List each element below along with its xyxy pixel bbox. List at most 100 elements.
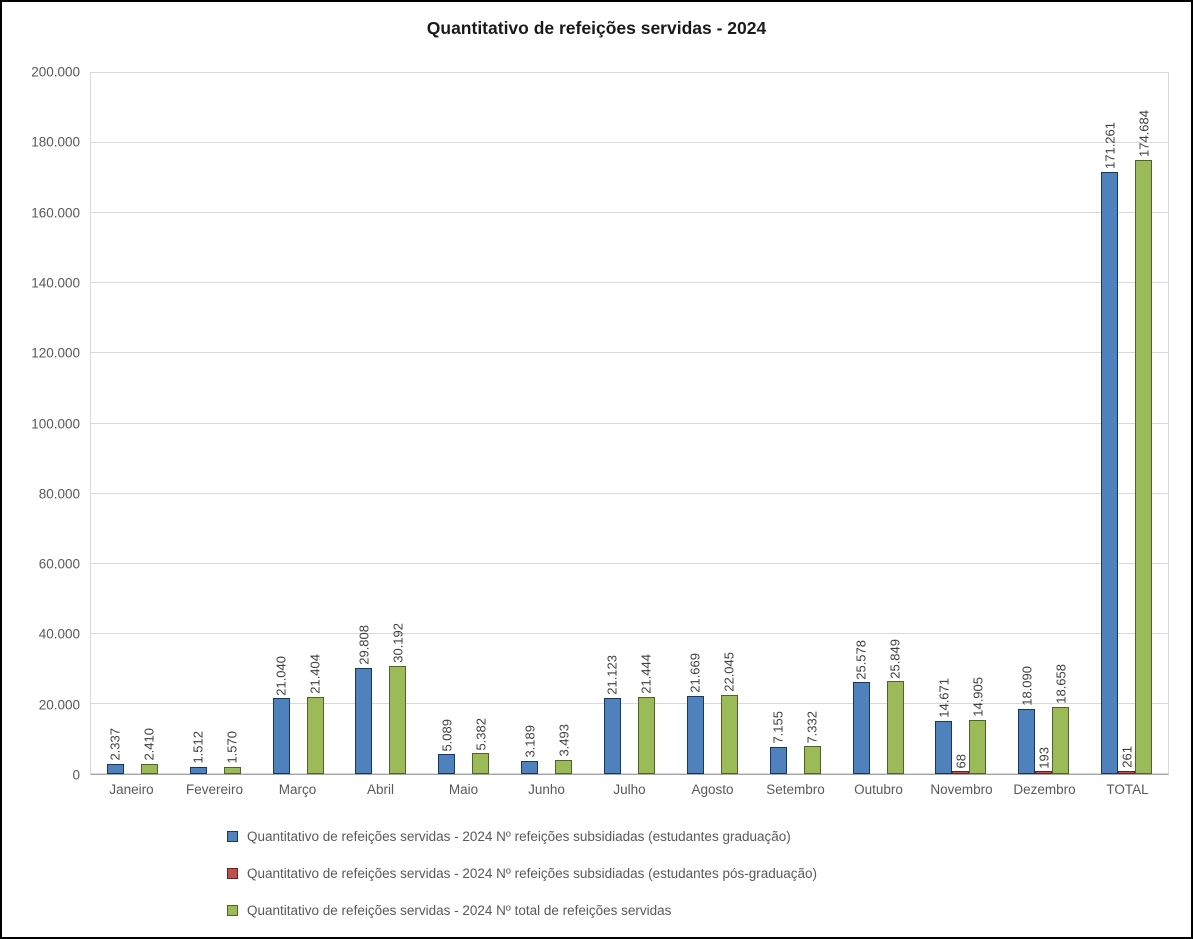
gridline: [91, 282, 1168, 284]
x-axis-label: TOTAL: [1106, 782, 1149, 797]
x-axis: Janeiro Fevereiro Março Abril Maio Junho Julho…: [90, 782, 1169, 804]
bar-total: [969, 719, 987, 774]
legend-swatch: [227, 868, 238, 879]
bar-slot: 171.261: [1101, 73, 1119, 774]
legend-item: Quantitativo de refeições servidas - 202…: [227, 902, 1191, 919]
bar-slot: 1.512: [189, 73, 207, 774]
x-axis-label: Junho: [528, 782, 565, 797]
bar-slot: 22.045: [720, 73, 738, 774]
bar-total: [555, 759, 573, 774]
y-axis: 0 20.000 40.000 60.000 80.000 100.000 120.000 1…: [10, 65, 90, 783]
bar-slot: 18.658: [1052, 73, 1070, 774]
bar-value-label: 5.382: [473, 717, 489, 751]
bar-slot: [870, 73, 887, 774]
bar-slot: 193: [1035, 73, 1053, 774]
bar-total: [637, 696, 655, 774]
y-axis-label: 40.000: [38, 626, 80, 642]
bar-slot: 2.410: [140, 73, 158, 774]
category-group: 14.671 68 14.905: [919, 73, 1002, 774]
bar-slot: 1.570: [223, 73, 241, 774]
bar-value-label: 22.045: [721, 651, 737, 692]
bar-slot: 174.684: [1135, 73, 1153, 774]
category-group: 2.337 2.410: [91, 73, 174, 774]
bar-slot: 14.671: [935, 73, 953, 774]
x-axis-label: Março: [278, 782, 317, 797]
bar-slot: 68: [952, 73, 970, 774]
bar-slot: 5.382: [472, 73, 490, 774]
bar-value-label: 5.089: [439, 718, 455, 752]
bar-slot: [621, 73, 638, 774]
bar-total: [389, 666, 407, 774]
bar-graduacao: [438, 754, 456, 774]
category-group: 171.261 261 174.684: [1085, 73, 1168, 774]
y-axis-label: 180.000: [31, 134, 80, 150]
bar-value-label: 14.671: [936, 677, 952, 718]
bar-slot: [207, 73, 224, 774]
category-group: 21.123 21.444: [588, 73, 671, 774]
legend-swatch: [227, 905, 238, 916]
category-group: 5.089 5.382: [422, 73, 505, 774]
bar-value-label: 193: [1036, 746, 1052, 769]
y-axis-label: 160.000: [31, 205, 80, 221]
bar-total: [803, 746, 821, 774]
bar-slot: 7.332: [803, 73, 821, 774]
bar-value-label: 25.849: [887, 638, 903, 679]
bar-value-label: 2.337: [107, 728, 123, 761]
x-axis-label: Fevereiro: [185, 782, 244, 797]
bar-graduacao: [769, 746, 787, 774]
bar-pos-graduacao: [1118, 771, 1136, 774]
category-group: 1.512 1.570: [174, 73, 257, 774]
bar-total: [223, 766, 241, 774]
bar-slot: [787, 73, 804, 774]
legend-label: Quantitativo de refeições servidas - 202…: [247, 829, 791, 844]
bar-value-label: 29.808: [356, 624, 372, 665]
bar-slot: [290, 73, 307, 774]
bar-value-label: 18.658: [1053, 663, 1069, 704]
bar-slot: 7.155: [769, 73, 787, 774]
bar-graduacao: [106, 763, 124, 774]
gridline: [91, 702, 1168, 704]
bar-slot: [704, 73, 721, 774]
bar-total: [886, 681, 904, 774]
y-axis-label: 60.000: [38, 556, 80, 572]
bar-slot: [538, 73, 555, 774]
category-group: 3.189 3.493: [505, 73, 588, 774]
bar-total: [720, 694, 738, 774]
bar-value-label: 25.578: [853, 639, 869, 680]
x-axis-label: Setembro: [766, 782, 825, 797]
bar-value-label: 68: [953, 754, 969, 769]
bar-value-label: 3.189: [522, 725, 538, 758]
bar-value-label: 3.493: [556, 724, 572, 757]
bar-value-label: 30.192: [390, 623, 406, 664]
y-axis-label: 200.000: [31, 64, 80, 80]
bar-value-label: 14.905: [970, 677, 986, 717]
bar-value-label: 21.404: [307, 654, 323, 694]
bar-total: [472, 753, 490, 774]
bar-slot: 21.444: [637, 73, 655, 774]
legend-item: Quantitativo de refeições servidas - 202…: [227, 865, 1191, 882]
bar-slot: 21.404: [306, 73, 324, 774]
bar-slot: 21.123: [603, 73, 621, 774]
bar-slot: 21.669: [686, 73, 704, 774]
bar-slot: 261: [1118, 73, 1136, 774]
category-group: 21.669 22.045: [671, 73, 754, 774]
gridline: [91, 773, 1168, 774]
bar-graduacao: [521, 760, 539, 774]
y-axis-label: 0: [72, 767, 80, 783]
bar-value-label: 21.669: [687, 653, 703, 694]
x-axis-label: Abril: [366, 782, 394, 797]
y-axis-label: 100.000: [31, 416, 80, 431]
bar-slot: [455, 73, 472, 774]
x-axis-label: Outubro: [854, 782, 903, 797]
y-axis-label: 20.000: [38, 697, 80, 713]
bar-value-label: 21.040: [273, 655, 289, 696]
bar-value-label: 2.410: [141, 728, 157, 761]
chart-body: 0 20.000 40.000 60.000 80.000 100.000 120.000 1…: [2, 65, 1191, 804]
gridline: [91, 492, 1168, 494]
x-axis-label: Julho: [613, 782, 646, 797]
gridline: [91, 142, 1168, 144]
gridline: [91, 352, 1168, 354]
plot-column: 2.337 2.410 1.512 1.570 21.040 21.404 29.808 30…: [90, 72, 1169, 804]
bar-slot: 2.337: [106, 73, 124, 774]
bar-pos-graduacao: [952, 771, 970, 774]
